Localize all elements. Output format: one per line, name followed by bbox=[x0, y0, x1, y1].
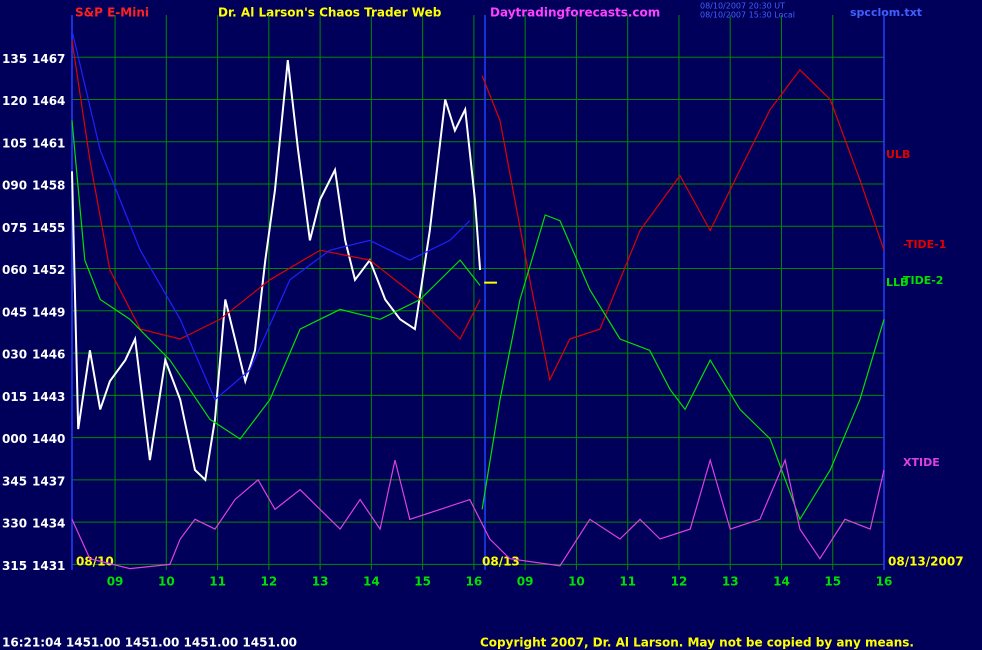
x-tick-label: 09 bbox=[517, 575, 534, 589]
x-tick-label: 13 bbox=[722, 575, 739, 589]
series-label: XTIDE bbox=[903, 456, 940, 469]
x-tick-label: 16 bbox=[876, 575, 893, 589]
y-tick-prefix: 345 bbox=[2, 474, 27, 488]
quote: 16:21:04 1451.00 1451.00 1451.00 1451.00 bbox=[2, 636, 297, 650]
time-ut: 08/10/2007 20:30 UT bbox=[700, 2, 785, 11]
y-tick-prefix: 000 bbox=[2, 432, 27, 446]
copyright: Copyright 2007, Dr. Al Larson. May not b… bbox=[480, 636, 914, 650]
y-tick-prefix: 060 bbox=[2, 263, 27, 277]
y-tick-prefix: 045 bbox=[2, 305, 27, 319]
x-tick-label: 11 bbox=[619, 575, 636, 589]
series-line bbox=[481, 68, 885, 382]
y-tick-prefix: 315 bbox=[2, 559, 27, 573]
file-name: spcclom.txt bbox=[850, 6, 922, 19]
series-line bbox=[71, 30, 471, 401]
series-label: LLB bbox=[886, 276, 908, 289]
time-local: 08/10/2007 15:30 Local bbox=[700, 11, 795, 20]
y-tick-label: 1458 bbox=[32, 179, 65, 193]
date-label: 08/13/2007 bbox=[888, 555, 964, 569]
site: Daytradingforecasts.com bbox=[490, 6, 660, 20]
x-tick-label: 10 bbox=[568, 575, 585, 589]
series-label: ULB bbox=[886, 148, 910, 161]
y-tick-label: 1431 bbox=[32, 559, 65, 573]
symbol: S&P E-Mini bbox=[75, 6, 149, 20]
date-label: 08/10 bbox=[76, 555, 114, 569]
y-tick-label: 1443 bbox=[32, 390, 65, 404]
series-line bbox=[71, 59, 482, 482]
y-tick-prefix: 030 bbox=[2, 348, 27, 362]
date-label: 08/13 bbox=[482, 555, 520, 569]
x-tick-label: 15 bbox=[414, 575, 431, 589]
y-tick-label: 1434 bbox=[32, 517, 65, 531]
y-tick-prefix: 015 bbox=[2, 390, 27, 404]
x-tick-label: 14 bbox=[363, 575, 380, 589]
x-tick-label: 15 bbox=[824, 575, 841, 589]
y-tick-label: 1455 bbox=[32, 221, 65, 235]
y-tick-prefix: 135 bbox=[2, 52, 27, 66]
x-tick-label: 13 bbox=[312, 575, 329, 589]
y-tick-label: 1440 bbox=[32, 432, 65, 446]
x-tick-label: 11 bbox=[209, 575, 226, 589]
x-tick-label: 12 bbox=[260, 575, 277, 589]
y-tick-label: 1437 bbox=[32, 474, 65, 488]
series-line bbox=[481, 214, 885, 521]
y-tick-label: 1452 bbox=[32, 263, 65, 277]
series-label: -TIDE-1 bbox=[903, 238, 946, 251]
y-tick-prefix: 090 bbox=[2, 179, 27, 193]
y-tick-prefix: 105 bbox=[2, 136, 27, 150]
y-tick-label: 1467 bbox=[32, 52, 65, 66]
y-tick-label: 1446 bbox=[32, 348, 65, 362]
series-line bbox=[71, 457, 885, 570]
series-label: TIDE-2 bbox=[903, 274, 943, 287]
x-tick-label: 09 bbox=[107, 575, 124, 589]
y-tick-label: 1449 bbox=[32, 305, 65, 319]
series-line bbox=[71, 120, 481, 440]
x-tick-label: 14 bbox=[773, 575, 790, 589]
y-tick-prefix: 075 bbox=[2, 221, 27, 235]
y-tick-prefix: 120 bbox=[2, 94, 27, 108]
y-tick-label: 1461 bbox=[32, 136, 65, 150]
x-tick-label: 10 bbox=[158, 575, 175, 589]
y-tick-label: 1464 bbox=[32, 94, 65, 108]
y-tick-prefix: 330 bbox=[2, 517, 27, 531]
x-tick-label: 12 bbox=[671, 575, 688, 589]
series-line bbox=[71, 40, 481, 341]
x-tick-label: 16 bbox=[466, 575, 483, 589]
title: Dr. Al Larson's Chaos Trader Web bbox=[218, 6, 442, 20]
